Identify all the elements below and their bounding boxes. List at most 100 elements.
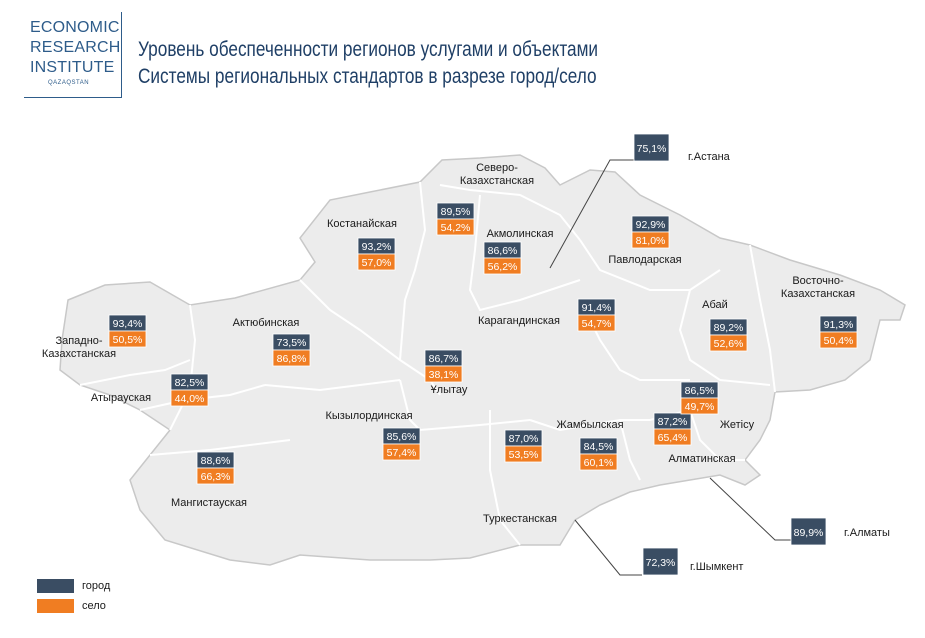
region-label: Алматинская: [668, 453, 735, 465]
city-value: 86,5%: [685, 385, 715, 397]
legend-swatch-city: [37, 579, 74, 593]
logo-line-2: RESEARCH: [30, 39, 121, 56]
page-title: Уровень обеспеченности регионов услугами…: [138, 36, 598, 90]
village-value-box: [709, 334, 748, 352]
region-value-box: 85,6% 57,4%: [382, 427, 421, 461]
city-value: 86,6%: [488, 245, 518, 257]
village-value-box: [424, 365, 463, 383]
city-value-box: [633, 133, 670, 162]
legend-label-village: село: [82, 600, 106, 612]
city-value: 91,4%: [582, 302, 612, 314]
region-value-box: 91,3% 50,4%: [819, 315, 858, 349]
region-value-box: 93,4% 50,5%: [108, 314, 147, 348]
title-line-2: Системы региональных стандартов в разрез…: [138, 65, 597, 88]
city-callout: 75,1% г.Астана: [633, 133, 731, 163]
village-value: 65,4%: [658, 432, 688, 444]
city-leader-lines: [549, 159, 792, 576]
city-value: 84,5%: [584, 441, 614, 453]
region-label: Западно-: [55, 335, 102, 347]
city-label: г.Алматы: [844, 527, 890, 539]
village-value-box: [170, 389, 209, 407]
village-value: 52,6%: [714, 338, 744, 350]
city-value: 87,0%: [509, 433, 539, 445]
village-value: 54,2%: [441, 222, 471, 234]
city-value: 89,2%: [714, 322, 744, 334]
region-label: Абай: [702, 299, 728, 311]
city-value-box: [642, 547, 679, 576]
village-value: 38,1%: [429, 369, 459, 381]
village-value: 44,0%: [175, 393, 205, 405]
region-value-box: 86,7% 38,1%: [424, 349, 463, 383]
city-value: 72,3%: [646, 557, 676, 569]
logo: ECONOMIC RESEARCH INSTITUTE QAZAQSTAN: [24, 12, 122, 98]
village-value: 57,4%: [387, 447, 417, 459]
legend-label-city: город: [82, 580, 111, 592]
region-value-box: 92,9% 81,0%: [631, 215, 670, 249]
city-value: 89,5%: [441, 206, 471, 218]
region-label: Кызылординская: [325, 410, 412, 422]
region-value-box: 91,4% 54,7%: [577, 298, 616, 332]
region-label: Северо-: [476, 162, 518, 174]
city-value: 91,3%: [824, 319, 854, 331]
village-value-box: [483, 257, 522, 275]
region-label: Ұлытау: [431, 384, 468, 396]
legend-item-village: село: [37, 599, 157, 613]
region-label: Казахстанская: [781, 288, 855, 300]
region-label: Акмолинская: [487, 228, 554, 240]
city-value: 82,5%: [175, 377, 205, 389]
region-label: Восточно-: [792, 275, 844, 287]
village-value-box: [631, 231, 670, 249]
village-value: 86,8%: [277, 353, 307, 365]
region-value-box: 84,5% 60,1%: [579, 437, 618, 471]
region-label: Атырауская: [91, 392, 151, 404]
village-value: 50,5%: [113, 334, 143, 346]
region-label: Казахстанская: [460, 175, 534, 187]
city-value: 87,2%: [658, 416, 688, 428]
village-value: 54,7%: [582, 318, 612, 330]
region-value-box: 87,2% 65,4%: [653, 412, 692, 446]
region-borders: [79, 181, 776, 546]
village-value-box: [108, 330, 147, 348]
legend-item-city: город: [37, 579, 157, 593]
village-value-box: [357, 253, 396, 271]
city-label: г.Астана: [688, 151, 731, 163]
region-label: Жетісу: [720, 419, 755, 431]
village-value: 49,7%: [685, 401, 715, 413]
city-value: 93,2%: [362, 241, 392, 253]
region-value-box: 89,5% 54,2%: [436, 202, 475, 236]
region-label: Казахстанская: [42, 348, 116, 360]
village-value: 81,0%: [636, 235, 666, 247]
region-label: Мангистауская: [171, 497, 247, 509]
city-value: 75,1%: [637, 143, 667, 155]
city-value: 93,4%: [113, 318, 143, 330]
city-value-box: [790, 517, 827, 546]
city-callout: 72,3% г.Шымкент: [642, 547, 743, 576]
region-value-box: 88,6% 66,3%: [196, 451, 235, 485]
village-value: 60,1%: [584, 457, 614, 469]
village-value: 57,0%: [362, 257, 392, 269]
legend-swatch-village: [37, 599, 74, 613]
village-value-box: [504, 445, 543, 463]
city-label: г.Шымкент: [690, 561, 743, 573]
village-value-box: [382, 443, 421, 461]
logo-line-1: ECONOMIC: [30, 19, 120, 36]
village-value-box: [577, 314, 616, 332]
region-value-box: 89,2% 52,6%: [709, 318, 748, 352]
village-value: 50,4%: [824, 335, 854, 347]
village-value-box: [819, 331, 858, 349]
region-value-box: 82,5% 44,0%: [170, 373, 209, 407]
region-value-box: 86,5% 49,7%: [680, 381, 719, 415]
village-value: 56,2%: [488, 261, 518, 273]
logo-subtitle: QAZAQSTAN: [48, 80, 90, 86]
logo-line-3: INSTITUTE: [30, 59, 115, 76]
region-value-box: 86,6% 56,2%: [483, 241, 522, 275]
title-line-1: Уровень обеспеченности регионов услугами…: [138, 38, 599, 61]
region-label: Жамбылская: [556, 419, 623, 431]
region-label: Павлодарская: [608, 254, 681, 266]
city-value: 88,6%: [201, 455, 231, 467]
city-value: 73,5%: [277, 337, 307, 349]
village-value-box: [196, 467, 235, 485]
city-value: 85,6%: [387, 431, 417, 443]
village-value-box: [272, 349, 311, 367]
